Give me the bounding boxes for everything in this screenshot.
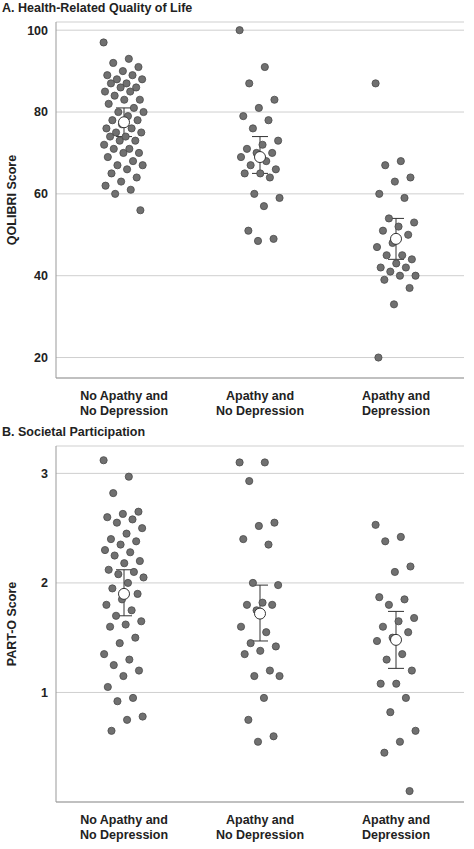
svg-text:1: 1: [41, 686, 48, 700]
svg-text:3: 3: [41, 467, 48, 481]
svg-text:No Apathy and: No Apathy and: [80, 389, 168, 403]
svg-text:Apathy and: Apathy and: [226, 389, 294, 403]
svg-text:100: 100: [27, 24, 48, 38]
svg-text:No Depression: No Depression: [216, 828, 304, 842]
svg-text:QOLIBRI Score: QOLIBRI Score: [5, 155, 19, 245]
svg-text:40: 40: [34, 269, 48, 283]
svg-text:Apathy and: Apathy and: [362, 389, 430, 403]
svg-text:No Apathy and: No Apathy and: [80, 813, 168, 827]
svg-text:60: 60: [34, 187, 48, 201]
svg-text:20: 20: [34, 351, 48, 365]
svg-text:Apathy and: Apathy and: [362, 813, 430, 827]
svg-text:Depression: Depression: [362, 828, 430, 842]
html-text:B. Societal Participation: B. Societal Participation: [2, 425, 146, 439]
svg-text:No Depression: No Depression: [216, 404, 304, 418]
svg-text:PART-O Score: PART-O Score: [5, 582, 19, 667]
svg-text:Depression: Depression: [362, 404, 430, 418]
html-text:A. Health-Related Quality of L: A. Health-Related Quality of Life: [2, 1, 193, 15]
svg-text:2: 2: [41, 576, 48, 590]
svg-text:Apathy and: Apathy and: [226, 813, 294, 827]
svg-text:No Depression: No Depression: [80, 828, 168, 842]
svg-text:80: 80: [34, 105, 48, 119]
svg-text:No Depression: No Depression: [80, 404, 168, 418]
